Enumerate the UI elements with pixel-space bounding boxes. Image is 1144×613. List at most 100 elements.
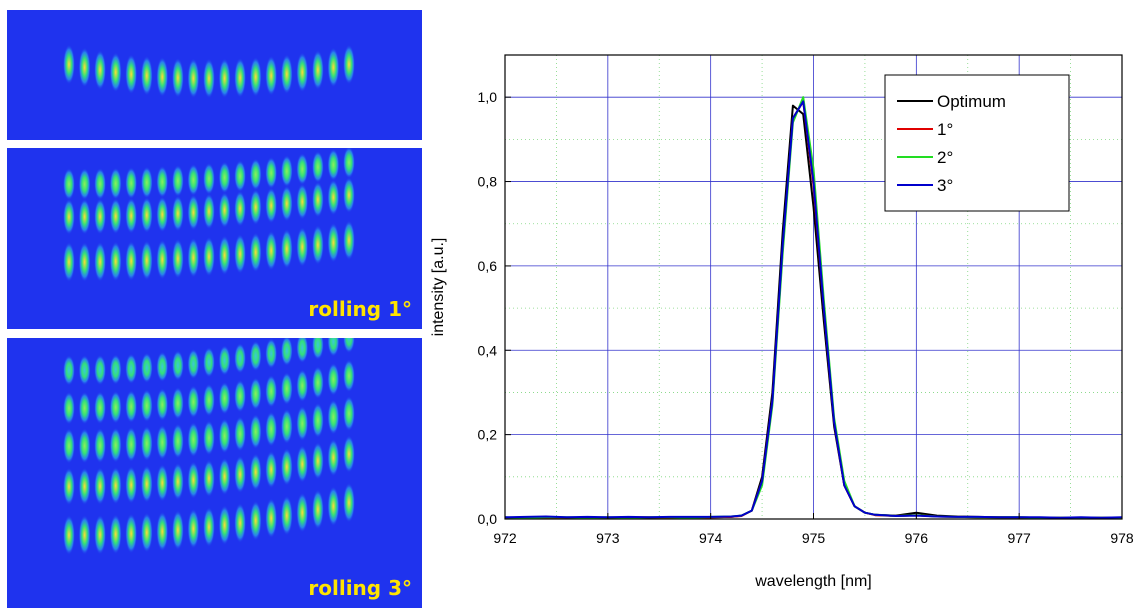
beam-spot (125, 466, 138, 504)
beam-spot (218, 161, 231, 194)
beam-spot (109, 241, 122, 282)
beam-spot (296, 369, 309, 403)
beam-spot (249, 453, 262, 491)
beam-spot (218, 192, 231, 229)
beam-spot (265, 450, 278, 489)
beam-spot (218, 457, 231, 496)
beam-spot (156, 165, 169, 198)
beam-image-rolling-3: rolling 3° (7, 338, 422, 608)
y-axis-label: intensity [a.u.] (430, 238, 447, 337)
beam-spot (327, 362, 340, 396)
beam-spot (140, 197, 153, 234)
beam-spot (249, 56, 262, 97)
beam-spot (327, 179, 340, 216)
y-tick-label: 0,8 (478, 174, 498, 190)
beam-spot (343, 482, 355, 523)
beam-spot (234, 343, 247, 374)
beam-spot (109, 167, 122, 200)
y-tick-label: 0,4 (478, 342, 498, 358)
beam-spot (280, 408, 293, 444)
beam-spot (234, 379, 247, 413)
beam-spot (187, 461, 200, 499)
beam-spot (156, 424, 169, 460)
beam-spot (63, 355, 75, 386)
legend-label: 3° (937, 176, 953, 195)
beam-spot (249, 340, 262, 372)
beam-spot (78, 428, 91, 464)
beam-spot (78, 47, 91, 88)
beam-spot (94, 167, 107, 200)
beam-spot (109, 427, 122, 463)
beam-spot (171, 386, 184, 420)
beam-spot (63, 515, 75, 556)
beam-spot (296, 153, 309, 186)
beam-spot (343, 148, 355, 179)
beam-spot (296, 405, 309, 442)
beam-spot (218, 345, 231, 376)
beam-spot (171, 510, 184, 551)
beam-spot (78, 242, 91, 282)
beam-spot (218, 235, 231, 276)
beam-spot (125, 513, 138, 554)
beam-spot (156, 56, 169, 97)
beam-spot (125, 353, 138, 384)
beam-spot (343, 177, 355, 214)
beam-spot (249, 377, 262, 411)
beam-spot (203, 162, 215, 195)
beam-spot (171, 57, 184, 98)
beam-spot (187, 58, 200, 99)
beam-image-rolling-3-graphic (63, 338, 355, 556)
beam-spot (109, 390, 122, 424)
beam-spot (234, 455, 247, 494)
beam-spot (234, 233, 247, 274)
y-tick-label: 0,2 (478, 427, 498, 443)
beam-spot (327, 399, 340, 435)
spectrum-chart-svg: 972 973 974 975 976 977 9780,00,20,40,60,81,0 … (430, 54, 1134, 590)
beam-spot (94, 428, 107, 464)
y-tick-label: 0,6 (478, 258, 498, 274)
beam-spot (94, 354, 107, 386)
beam-spot (78, 198, 91, 235)
beam-spot (311, 366, 324, 399)
beam-spot (171, 350, 184, 381)
beam-spot (156, 511, 169, 552)
image-label-rolling-3: rolling 3° (308, 576, 412, 600)
beam-spot (343, 220, 355, 261)
beam-spot (327, 148, 340, 181)
beam-spot (311, 489, 324, 530)
beam-spot (218, 58, 231, 99)
beam-spot (265, 55, 278, 96)
legend-label: Optimum (937, 92, 1006, 111)
beam-spot (63, 391, 75, 425)
beam-spot (63, 242, 75, 282)
beam-spot (63, 44, 75, 85)
beam-spot (156, 351, 169, 382)
beam-spot (171, 195, 184, 232)
beam-spot (296, 338, 309, 364)
beam-spot (296, 445, 309, 483)
beam-spot (218, 381, 231, 415)
image-label-rolling-1: rolling 1° (308, 297, 412, 321)
beam-spot (125, 197, 138, 234)
beam-spot (140, 512, 153, 553)
beam-spot (249, 158, 262, 191)
beam-spot (203, 58, 215, 99)
beam-spot (265, 187, 278, 224)
x-tick-label: 973 (596, 530, 620, 546)
beam-spot (280, 448, 293, 486)
axis-ticks: 972 973 974 975 976 977 978 0,0 0,2 0,4 0,6 0,8 1,0 (478, 89, 1134, 546)
beam-spot (125, 241, 138, 281)
x-tick-label: 976 (905, 530, 929, 546)
beam-spot (109, 198, 122, 235)
beam-spot (296, 226, 309, 267)
beam-spot (140, 166, 153, 199)
legend-label: 2° (937, 148, 953, 167)
beam-spot (327, 338, 340, 357)
beam-spot (187, 385, 200, 419)
beam-spot (203, 347, 215, 378)
beam-spot (140, 465, 153, 503)
beam-image-optimum-graphic (63, 44, 355, 99)
beam-spot (327, 486, 340, 527)
beam-spot (125, 54, 138, 95)
beam-spot (343, 338, 355, 354)
